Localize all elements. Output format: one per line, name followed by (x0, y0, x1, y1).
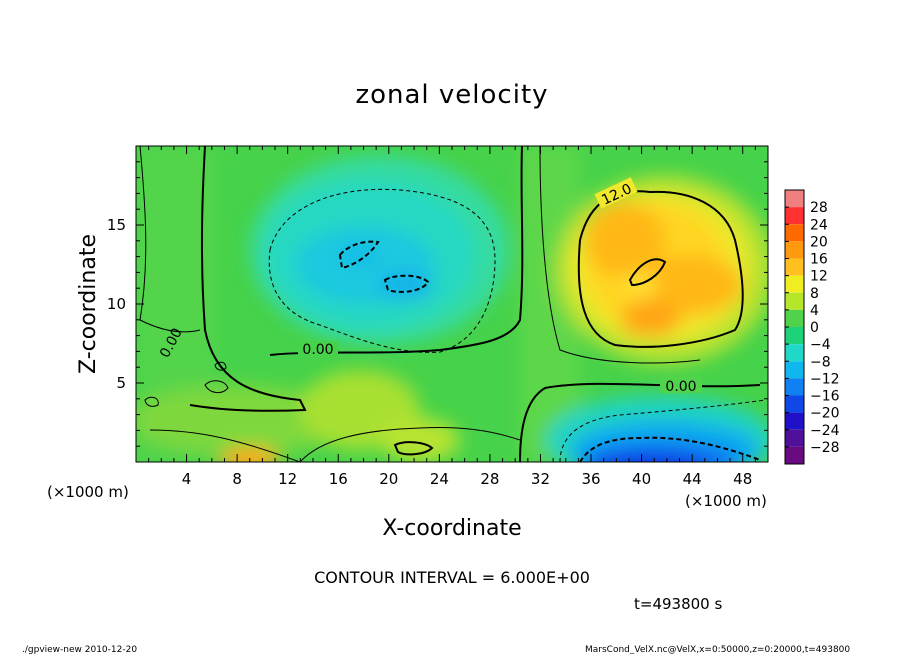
colorbar-swatch (785, 241, 804, 259)
colorbar-swatch (785, 190, 804, 208)
colorbar-label: 4 (810, 303, 819, 319)
x-tick-label: 28 (480, 470, 499, 488)
x-axis-label: X-coordinate (382, 516, 521, 541)
colorbar-label: −16 (810, 389, 840, 405)
x-unit-left: (×1000 m) (47, 483, 129, 501)
x-tick-label: 32 (531, 470, 550, 488)
colorbar-swatch (785, 395, 804, 413)
x-tick-label: 12 (278, 470, 297, 488)
contour-label: 0.00 (665, 379, 696, 395)
contour-interval: CONTOUR INTERVAL = 6.000E+00 (314, 568, 590, 587)
x-axis: 4 8 12 16 20 24 28 32 36 40 44 48 (148, 146, 756, 488)
colorbar-label: −4 (810, 337, 831, 353)
x-tick-label: 36 (581, 470, 600, 488)
y-tick-label: 10 (107, 295, 126, 313)
colorbar-swatch (785, 224, 804, 242)
colorbar-label: 16 (810, 252, 828, 268)
chart-title: zonal velocity (355, 80, 548, 110)
colorbar-swatch (785, 275, 804, 293)
footer-left: ./gpview-new 2010-12-20 (22, 645, 137, 654)
colorbar-swatch (785, 429, 804, 447)
time-label: t=493800 s (634, 595, 722, 613)
colorbar-label: 0 (810, 320, 819, 336)
contour-label: 0.00 (302, 342, 333, 358)
colorbar-label: −28 (810, 440, 840, 456)
colorbar-label: 12 (810, 269, 828, 285)
colorbar-label: 28 (810, 200, 828, 216)
colorbar-label: 8 (810, 286, 819, 302)
contour-lines (139, 146, 766, 462)
x-tick-label: 24 (430, 470, 449, 488)
heatmap-field: 0.00 0.00 0.00 12.0 (136, 146, 768, 462)
y-axis-label: Z-coordinate (76, 234, 101, 374)
colorbar-label: 20 (810, 234, 828, 250)
x-tick-label: 40 (632, 470, 651, 488)
colorbar-swatch (785, 292, 804, 310)
colorbar-swatch (785, 412, 804, 430)
y-tick-label: 15 (107, 216, 126, 234)
colorbar-label: −8 (810, 354, 831, 370)
colorbar-swatch (785, 344, 804, 362)
x-tick-label: 48 (733, 470, 752, 488)
x-tick-label: 44 (683, 470, 702, 488)
x-tick-label: 4 (182, 470, 192, 488)
colorbar-swatch (785, 258, 804, 276)
y-axis: 5 10 15 (107, 161, 768, 447)
colorbar-label: 24 (810, 217, 828, 233)
colorbar-swatch (785, 378, 804, 396)
colorbar-label: −24 (810, 423, 840, 439)
colorbar-label: −12 (810, 371, 840, 387)
x-tick-label: 8 (232, 470, 242, 488)
y-tick-label: 5 (116, 374, 126, 392)
colorbar-label: −20 (810, 406, 840, 422)
colorbar-swatch (785, 327, 804, 345)
colorbar-swatch (785, 207, 804, 225)
x-tick-label: 16 (329, 470, 348, 488)
x-tick-label: 20 (379, 470, 398, 488)
footer-right: MarsCond_VelX.nc@VelX,x=0:50000,z=0:2000… (585, 645, 850, 654)
colorbar-swatch (785, 309, 804, 327)
x-unit-right: (×1000 m) (685, 492, 767, 510)
colorbar-swatch (785, 361, 804, 379)
colorbar-swatch (785, 446, 804, 464)
